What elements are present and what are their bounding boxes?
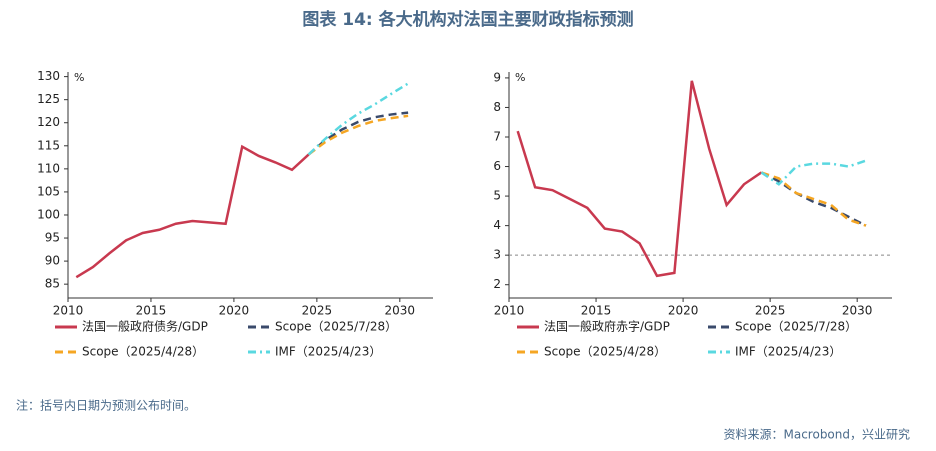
legend-label: Scope（2025/4/28）	[544, 345, 666, 359]
line	[760, 171, 867, 227]
x-tick-label: 2025	[302, 304, 333, 318]
unit: %	[74, 71, 84, 84]
legend-label: IMF（2025/4/23）	[275, 345, 381, 359]
y-tick-label: 115	[37, 138, 60, 152]
x-tick-label: 2025	[755, 304, 786, 318]
y-tick-label: 110	[37, 161, 60, 175]
x-tick-label: 2030	[385, 304, 416, 318]
x-tick-label: 2015	[581, 304, 612, 318]
y-tick-label: 9	[493, 70, 501, 84]
line	[516, 80, 763, 278]
line	[75, 144, 310, 279]
legend-label: 法国一般政府债务/GDP	[82, 319, 208, 334]
x-tick-label: 2020	[668, 304, 699, 318]
y-tick-label: 6	[493, 159, 501, 173]
y-tick-label: 130	[37, 69, 60, 83]
y-tick-label: 120	[37, 115, 60, 129]
source: 资料来源：Macrobond，兴业研究	[724, 427, 911, 442]
y-tick-label: 2	[493, 277, 501, 291]
x-tick-label: 2010	[494, 304, 525, 318]
legend-label: IMF（2025/4/23）	[735, 345, 841, 359]
legend-label: Scope（2025/4/28）	[82, 345, 204, 359]
y-tick-label: 3	[493, 248, 501, 262]
x-tick-label: 2010	[53, 304, 84, 318]
y-tick-label: 90	[45, 254, 60, 268]
y-tick-label: 85	[45, 277, 60, 291]
line	[761, 171, 867, 227]
legend-label: Scope（2025/7/28）	[735, 320, 857, 334]
y-tick-label: 125	[37, 92, 60, 106]
y-tick-label: 100	[37, 207, 60, 221]
line	[307, 111, 409, 156]
title: 图表 14: 各大机构对法国主要财政指标预测	[302, 9, 633, 30]
line	[307, 82, 409, 156]
legend-label: Scope（2025/7/28）	[275, 320, 397, 334]
y-tick-label: 7	[493, 129, 501, 143]
note: 注：括号内日期为预测公布时间。	[16, 398, 196, 413]
x-tick-label: 2020	[219, 304, 250, 318]
x-tick-label: 2030	[842, 304, 873, 318]
line	[760, 159, 867, 186]
unit: %	[515, 71, 525, 84]
line	[307, 114, 409, 156]
y-tick-label: 105	[37, 184, 60, 198]
y-tick-label: 8	[493, 100, 501, 114]
y-tick-label: 95	[45, 231, 60, 245]
x-tick-label: 2015	[136, 304, 167, 318]
legend-label: 法国一般政府赤字/GDP	[544, 319, 670, 334]
y-tick-label: 4	[493, 218, 501, 232]
y-tick-label: 5	[493, 189, 501, 203]
